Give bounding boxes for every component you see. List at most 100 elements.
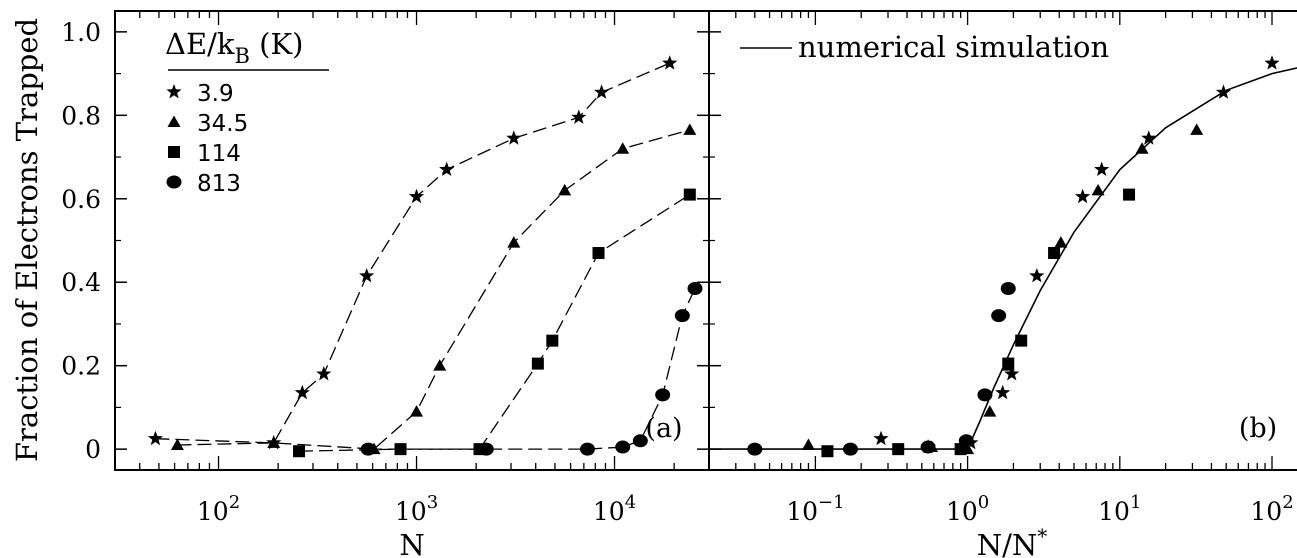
data-point-a-square xyxy=(293,445,306,458)
legend-a-entry-label: 813 xyxy=(197,171,241,197)
legend-a-entry-label: 34.5 xyxy=(197,111,248,137)
ticks-layer xyxy=(114,11,1273,470)
data-point-b-star xyxy=(1141,130,1157,145)
x-tick-exponent: 2 xyxy=(229,492,240,513)
x-tick-exponent: 4 xyxy=(625,492,636,513)
legend-b-line-label: numerical simulation xyxy=(798,30,1109,64)
series-line-circle xyxy=(368,288,696,450)
x-axis-label-b-main: N/N xyxy=(977,528,1038,558)
data-point-b-square xyxy=(1048,247,1061,260)
x-tick-base: 10 xyxy=(946,497,978,526)
legend-a: ΔE/kB (K) 3.9 34.5 114 813 xyxy=(165,27,329,197)
data-point-a-circle xyxy=(687,281,703,295)
data-point-b-triangle xyxy=(1135,142,1149,154)
legend-b: numerical simulation xyxy=(740,30,1109,64)
x-tick-exponent: 2 xyxy=(1282,492,1293,513)
data-point-b-circle xyxy=(747,442,763,456)
legend-a-entry-label: 114 xyxy=(197,141,241,167)
data-point-a-triangle xyxy=(683,123,697,135)
data-point-a-square xyxy=(531,357,544,370)
legend-a-marker-square xyxy=(168,146,180,158)
data-point-b-triangle xyxy=(801,438,815,450)
data-point-b-star xyxy=(873,430,889,446)
x-tick-base: 10 xyxy=(1250,497,1282,526)
legend-a-marker-circle xyxy=(166,175,182,189)
data-point-a-star xyxy=(408,188,425,204)
y-tick-label: 0 xyxy=(85,435,101,464)
data-point-b-star xyxy=(995,384,1011,400)
data-point-b-star xyxy=(1215,84,1232,99)
data-point-b-star xyxy=(1075,188,1091,204)
data-point-a-star xyxy=(316,366,332,381)
x-tick-base: 10 xyxy=(395,497,427,526)
data-point-a-triangle xyxy=(267,436,281,448)
data-point-b-circle xyxy=(920,440,936,454)
data-point-a-square xyxy=(592,247,605,260)
data-point-b-star xyxy=(1029,268,1045,283)
panel-label-b: (b) xyxy=(1239,413,1277,444)
legend-a-entries: 3.9 34.5 114 813 xyxy=(166,81,248,197)
series-line-triangle xyxy=(177,129,690,450)
data-point-b-square xyxy=(1002,357,1015,370)
data-point-b-square xyxy=(1015,334,1028,347)
data-point-a-star xyxy=(662,55,678,70)
data-point-b-triangle xyxy=(1091,183,1105,196)
data-point-a-square xyxy=(546,334,559,347)
data-point-a-triangle xyxy=(170,438,184,450)
x-tick-label: 102 xyxy=(1250,492,1293,526)
data-point-a-circle xyxy=(632,434,648,448)
x-axis-label-a: N xyxy=(399,528,424,558)
data-point-a-star xyxy=(147,430,163,446)
data-point-a-circle xyxy=(478,442,494,456)
data-point-a-star xyxy=(594,84,610,99)
data-point-b-circle xyxy=(842,442,858,456)
x-tick-label: 102 xyxy=(197,492,240,526)
x-tick-label: 101 xyxy=(1098,492,1141,526)
data-point-a-circle xyxy=(360,442,376,456)
data-point-b-triangle xyxy=(1190,123,1204,135)
x-tick-base: 10 xyxy=(1098,497,1130,526)
y-axis-label: Fraction of Electrons Trapped xyxy=(10,18,44,462)
data-point-a-triangle xyxy=(616,142,630,154)
x-axis-label-b: N/N* xyxy=(977,524,1048,558)
x-tick-exponent: 0 xyxy=(978,492,989,513)
markers-layer xyxy=(147,55,1280,458)
data-point-b-square xyxy=(1123,188,1136,201)
y-tick-label: 0.6 xyxy=(61,185,101,214)
data-point-b-star xyxy=(1094,161,1110,176)
data-point-a-circle xyxy=(674,309,690,323)
legend-a-title: ΔE/kB (K) xyxy=(165,27,303,68)
x-tick-label: 103 xyxy=(395,492,438,526)
legend-a-marker-triangle xyxy=(167,115,181,127)
x-tick-label: 10−1 xyxy=(786,492,844,526)
data-point-a-star xyxy=(294,384,310,400)
data-point-a-square xyxy=(394,443,407,456)
data-point-a-star xyxy=(359,268,375,283)
x-tick-base: 10 xyxy=(786,497,818,526)
x-tick-base: 10 xyxy=(593,497,625,526)
legend-a-title-main: ΔE/k xyxy=(165,27,235,61)
data-point-b-star xyxy=(1264,55,1280,70)
data-point-b-triangle xyxy=(983,405,997,417)
x-tick-exponent: −1 xyxy=(818,492,845,513)
y-tick-label: 0.2 xyxy=(61,352,101,381)
data-point-b-circle xyxy=(1000,281,1016,295)
legend-a-title-unit: (K) xyxy=(250,27,304,61)
data-point-a-circle xyxy=(615,440,631,454)
data-point-b-triangle xyxy=(1054,236,1068,248)
data-point-a-star xyxy=(439,161,455,176)
legend-a-marker-star xyxy=(166,84,182,99)
panel-b-frame xyxy=(708,10,1297,471)
legend-a-entry-label: 3.9 xyxy=(197,81,234,107)
panel-label-a: (a) xyxy=(645,413,682,444)
data-point-a-triangle xyxy=(507,236,521,248)
data-point-a-square xyxy=(683,188,696,201)
data-point-a-triangle xyxy=(558,183,572,196)
x-tick-exponent: 3 xyxy=(427,492,438,513)
data-point-a-triangle xyxy=(410,405,424,417)
y-tick-label: 0.8 xyxy=(61,101,101,130)
data-point-b-circle xyxy=(991,309,1007,323)
data-point-b-circle xyxy=(977,388,993,402)
legend-a-title-sub: B xyxy=(234,44,249,68)
